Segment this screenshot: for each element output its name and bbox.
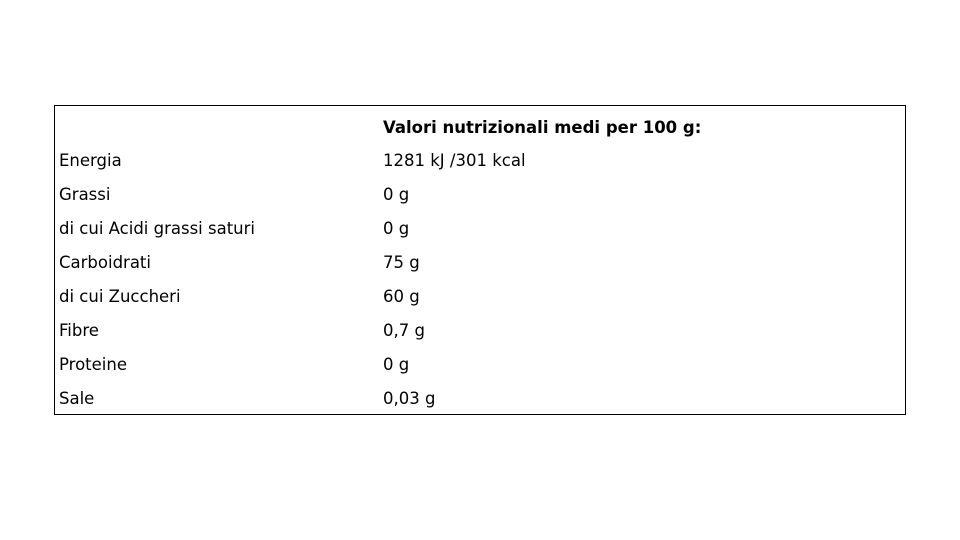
nutrient-value: 0 g — [383, 185, 410, 204]
nutrient-name: Fibre — [59, 321, 99, 340]
nutrient-value: 60 g — [383, 287, 420, 306]
nutrition-table: Valori nutrizionali medi per 100 g: Ener… — [54, 105, 906, 415]
nutrient-value: 0 g — [383, 355, 410, 374]
nutrient-value: 1281 kJ /301 kcal — [383, 151, 526, 170]
nutrient-name: Proteine — [59, 355, 127, 374]
nutrient-name: Sale — [59, 389, 95, 408]
nutrient-value: 0,03 g — [383, 389, 436, 408]
nutrient-name: Energia — [59, 151, 122, 170]
table-header: Valori nutrizionali medi per 100 g: — [383, 118, 702, 137]
nutrient-value: 75 g — [383, 253, 420, 272]
nutrient-name: di cui Acidi grassi saturi — [59, 219, 256, 238]
nutrient-value: 0 g — [383, 219, 410, 238]
nutrient-name: Grassi — [59, 185, 111, 204]
nutrient-value: 0,7 g — [383, 321, 425, 340]
nutrient-name: Carboidrati — [59, 253, 151, 272]
nutrient-name: di cui Zuccheri — [59, 287, 181, 306]
